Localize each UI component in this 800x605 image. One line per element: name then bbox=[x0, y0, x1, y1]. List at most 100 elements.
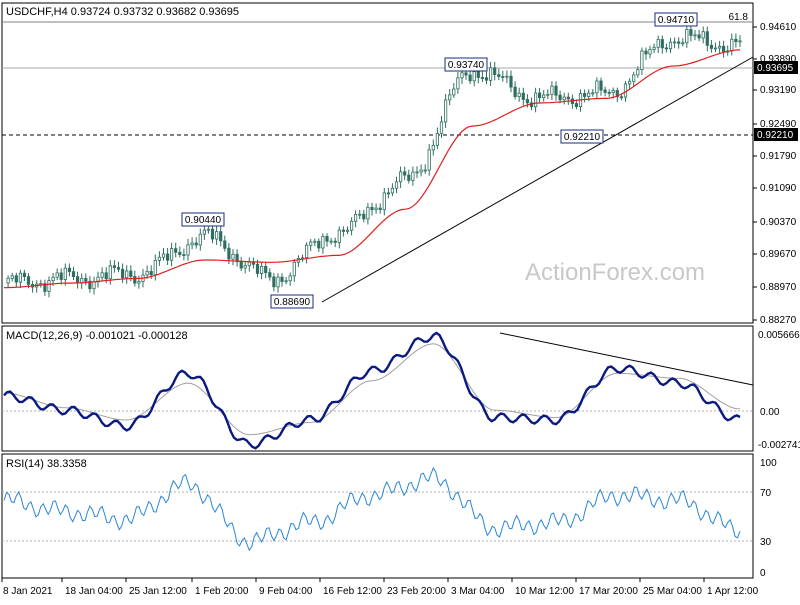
candle-body bbox=[309, 241, 313, 246]
candle-body bbox=[149, 270, 153, 276]
candle-body bbox=[202, 229, 206, 235]
current-price-tag-text: 0.93695 bbox=[757, 63, 794, 74]
candle-body bbox=[640, 50, 644, 71]
candle-body bbox=[664, 47, 669, 50]
candle-body bbox=[623, 83, 628, 98]
candle-body bbox=[268, 272, 272, 278]
candle-body bbox=[317, 240, 321, 249]
candle-body bbox=[6, 277, 10, 284]
candle-body bbox=[239, 261, 243, 269]
fib-618-label: 61.8 bbox=[729, 12, 749, 23]
candle-body bbox=[713, 47, 718, 50]
candle-body bbox=[292, 261, 296, 277]
candle-body bbox=[14, 275, 18, 283]
candle-body bbox=[182, 254, 186, 257]
candle-body bbox=[435, 132, 440, 146]
price-y-axis: 0.94610 0.93890 0.93190 0.92490 0.91790 … bbox=[753, 22, 797, 326]
candle-body bbox=[738, 40, 742, 43]
candle-body bbox=[517, 92, 521, 97]
candle-body bbox=[235, 253, 239, 263]
trendline bbox=[321, 56, 754, 303]
candle-body bbox=[280, 276, 284, 282]
y-tick-label: 30 bbox=[760, 537, 772, 548]
candle-body bbox=[374, 207, 378, 211]
candle-body bbox=[472, 71, 476, 82]
y-tick-label: 0.91790 bbox=[760, 151, 797, 162]
candle-body bbox=[214, 231, 219, 240]
candle-body bbox=[304, 244, 309, 259]
candle-body bbox=[276, 276, 280, 288]
candle-body bbox=[574, 103, 579, 107]
candle-body bbox=[599, 80, 603, 91]
candle-body bbox=[100, 272, 104, 278]
candle-body bbox=[693, 34, 697, 37]
candle-body bbox=[84, 278, 88, 282]
y-tick-label: 0.005666 bbox=[758, 330, 800, 341]
x-tick-label: 3 Mar 04:00 bbox=[451, 586, 505, 597]
candle-body bbox=[223, 240, 227, 249]
y-tick-label: 0.90370 bbox=[760, 217, 797, 228]
candle-body bbox=[313, 240, 317, 243]
candle-body bbox=[333, 240, 337, 243]
candle-body bbox=[104, 272, 108, 280]
candle-body bbox=[88, 280, 92, 290]
candle-body bbox=[628, 80, 632, 85]
candle-body bbox=[460, 72, 464, 79]
annotation-swing-high-label: 0.93740 bbox=[448, 60, 485, 71]
y-tick-label: 0.93190 bbox=[760, 85, 797, 96]
candle-body bbox=[353, 213, 358, 222]
candle-body bbox=[525, 99, 530, 104]
candle-body bbox=[43, 283, 47, 292]
candle-body bbox=[595, 80, 599, 94]
candle-body bbox=[513, 86, 517, 97]
candle-body bbox=[337, 229, 341, 243]
y-tick-label: 70 bbox=[760, 488, 772, 499]
candle-body bbox=[112, 265, 116, 268]
x-tick-label: 18 Jan 04:00 bbox=[65, 586, 123, 597]
candle-body bbox=[484, 77, 489, 81]
candle-body bbox=[178, 251, 182, 255]
candle-body bbox=[542, 94, 546, 98]
support-price-tag-text: 0.92210 bbox=[757, 130, 794, 141]
candle-body bbox=[259, 265, 264, 274]
candle-body bbox=[668, 41, 673, 50]
candle-body bbox=[358, 213, 362, 216]
candle-body bbox=[382, 192, 386, 210]
candle-body bbox=[243, 265, 247, 269]
candle-body bbox=[419, 169, 423, 173]
x-tick-label: 16 Feb 12:00 bbox=[323, 586, 382, 597]
candle-body bbox=[345, 229, 350, 232]
candle-body bbox=[709, 44, 714, 49]
candle-body bbox=[611, 90, 615, 93]
candle-body bbox=[325, 235, 329, 242]
macd-panel-frame bbox=[1, 325, 754, 452]
candle-body bbox=[370, 206, 374, 211]
candle-body bbox=[546, 93, 550, 96]
candle-body bbox=[26, 276, 31, 285]
candle-body bbox=[652, 46, 656, 50]
watermark: ActionForex.com bbox=[525, 259, 705, 286]
annotation-low-label: 0.88690 bbox=[274, 297, 311, 308]
candle-body bbox=[121, 268, 125, 279]
candle-body bbox=[288, 275, 292, 282]
candle-body bbox=[411, 171, 415, 181]
candle-body bbox=[386, 192, 391, 195]
candle-body bbox=[186, 244, 190, 256]
y-tick-label: 0.88270 bbox=[760, 315, 797, 326]
x-tick-label: 25 Mar 04:00 bbox=[643, 586, 702, 597]
price-panel-frame bbox=[1, 2, 754, 324]
candle-body bbox=[464, 72, 468, 76]
candle-body bbox=[22, 272, 27, 278]
candle-body bbox=[660, 39, 664, 49]
candle-body bbox=[219, 231, 223, 242]
y-tick-label: -0.002741 bbox=[758, 440, 800, 451]
candle-body bbox=[161, 253, 166, 258]
candle-body bbox=[509, 75, 513, 88]
candle-body bbox=[329, 240, 333, 243]
candle-body bbox=[321, 235, 325, 249]
y-tick-label: 100 bbox=[760, 458, 777, 469]
candle-body bbox=[632, 74, 636, 82]
candle-body bbox=[227, 247, 231, 260]
candle-body bbox=[398, 171, 403, 183]
